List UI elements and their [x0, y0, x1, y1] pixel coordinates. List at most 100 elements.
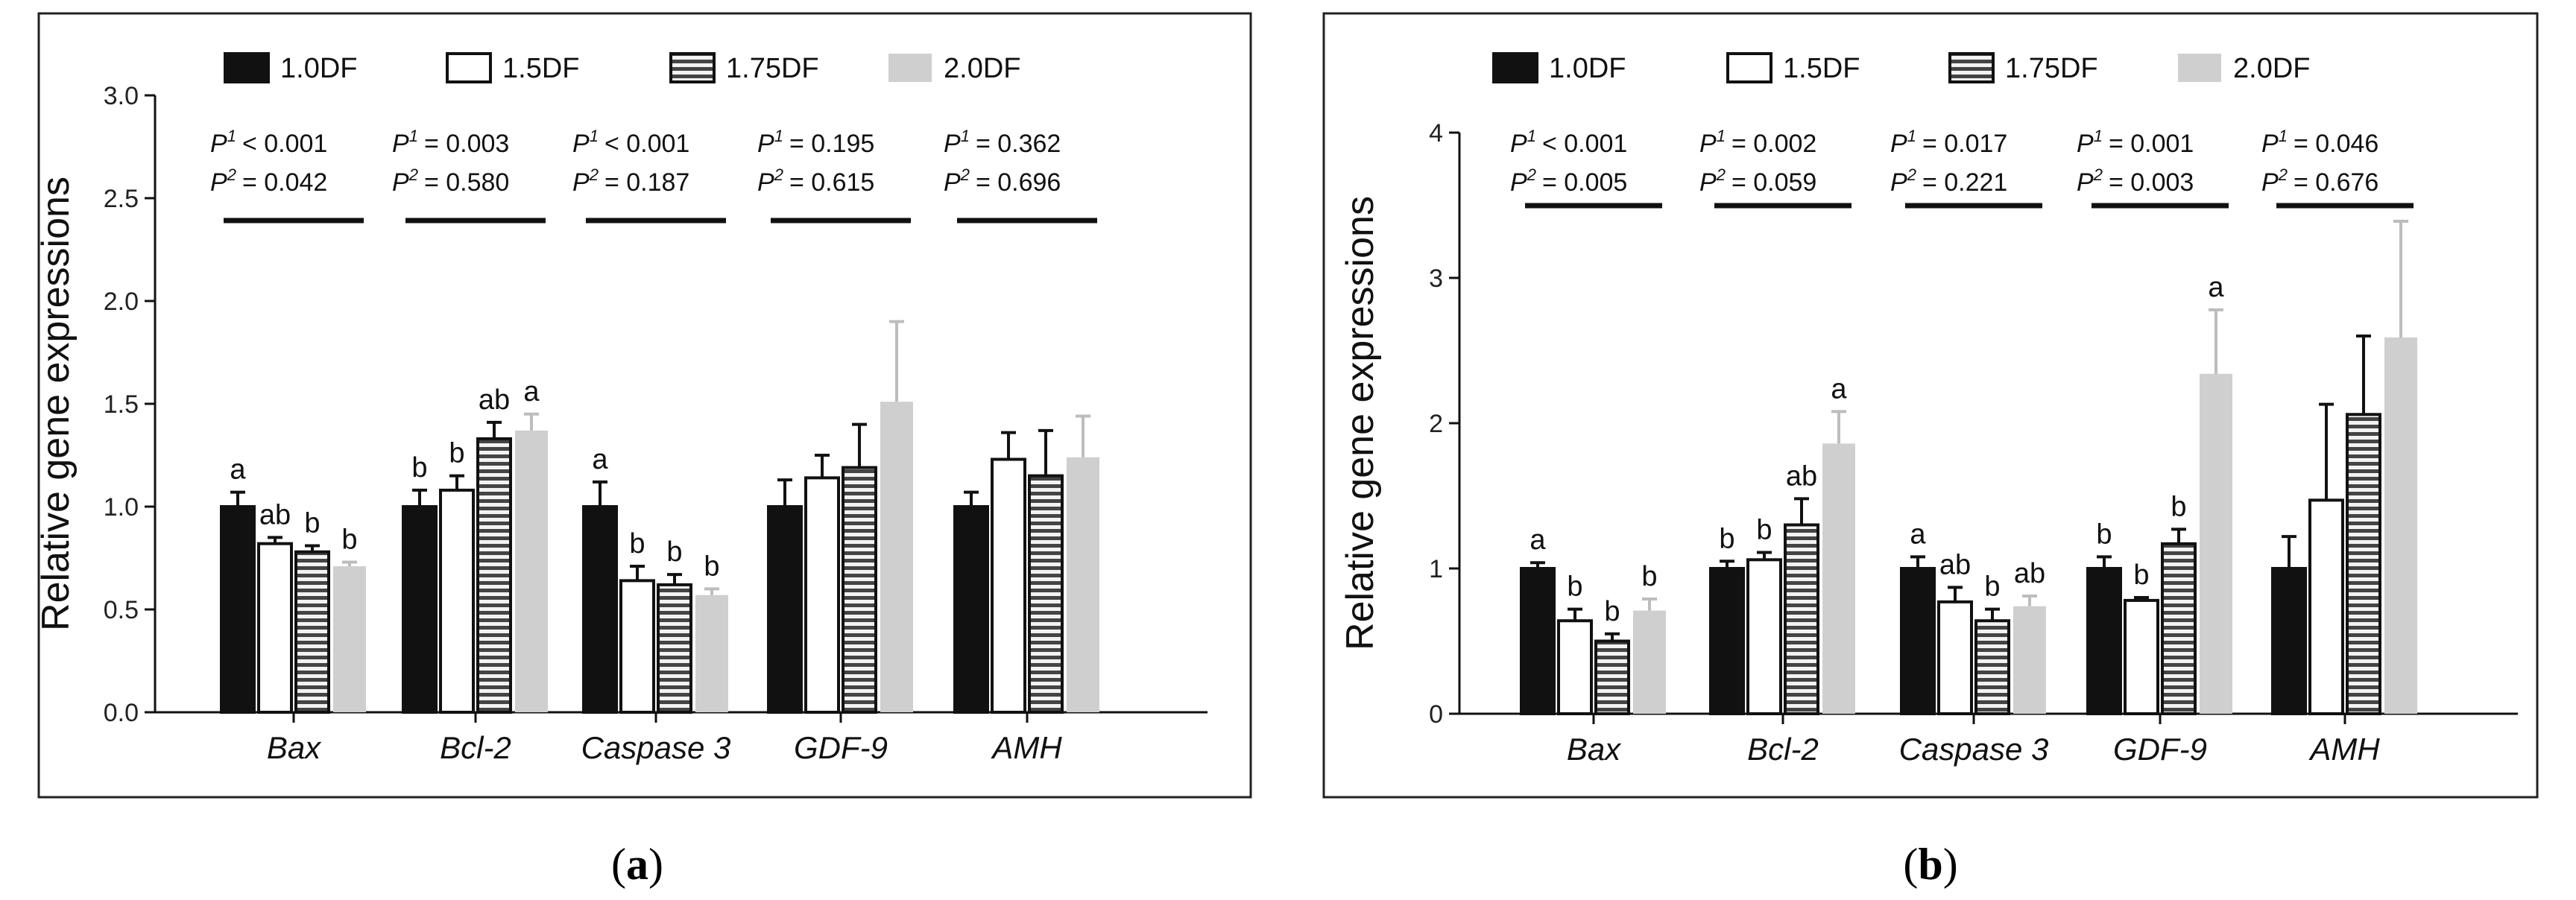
- category-label-1: Bcl-2: [440, 730, 511, 765]
- bar-1.75DF-Bax: [1594, 639, 1630, 715]
- y-tick-label: 1: [1429, 555, 1443, 583]
- bar-1.5DF-GDF-9: [804, 476, 840, 714]
- p1-value: = 0.195: [789, 130, 874, 158]
- bar-1.0DF-AMH: [2271, 567, 2307, 715]
- legend-swatch-1: [446, 52, 492, 83]
- p2-symbol: P: [2077, 168, 2094, 197]
- significance-letter: b: [1719, 523, 1734, 554]
- p1-superscript: 1: [227, 127, 236, 145]
- significance-letter: ab: [1786, 460, 1817, 492]
- bar-1.0DF-Caspase 3: [1900, 567, 1936, 715]
- bar-1.75DF-Bcl-2: [476, 437, 512, 714]
- significance-letter: a: [2208, 272, 2224, 303]
- panel-caption: (a): [611, 840, 663, 889]
- bar-1.5DF-Bcl-2: [439, 488, 475, 714]
- p2-annotation-1: P2 = 0.580: [392, 165, 509, 197]
- significance-letter: a: [230, 454, 246, 486]
- bar-2.0DF-GDF-9: [2200, 373, 2232, 714]
- p1-annotation-4: P1 = 0.362: [944, 127, 1061, 158]
- bar-1.5DF-Caspase 3: [1937, 600, 1973, 715]
- p1-annotation-4: P1 = 0.046: [2261, 127, 2378, 158]
- category-label-2: Caspase 3: [1899, 732, 2049, 767]
- significance-letter: b: [2171, 491, 2186, 522]
- p2-value: = 0.676: [2294, 168, 2378, 197]
- significance-letter: ab: [479, 384, 510, 416]
- p2-annotation-2: P2 = 0.221: [1890, 165, 2007, 197]
- legend-swatch-2: [1948, 52, 1995, 83]
- significance-letter: a: [1831, 373, 1847, 405]
- y-axis-label: Relative gene expressions: [34, 177, 78, 631]
- p2-symbol: P: [1890, 168, 1907, 197]
- p2-annotation-3: P2 = 0.003: [2077, 165, 2194, 197]
- legend-label-1: 1.5DF: [502, 53, 579, 84]
- p1-symbol: P: [2077, 130, 2094, 158]
- bar-2.0DF-Bax: [333, 566, 366, 712]
- p1-value: = 0.002: [1731, 130, 1816, 158]
- caption-letter: b: [1918, 840, 1942, 889]
- category-label-3: GDF-9: [2113, 732, 2207, 767]
- bar-1.0DF-GDF-9: [2086, 567, 2122, 715]
- panel-frame: [37, 12, 1252, 799]
- category-label-1: Bcl-2: [1747, 732, 1819, 767]
- y-tick-label: 2.5: [104, 185, 139, 213]
- p1-superscript: 1: [409, 127, 418, 145]
- significance-letter: a: [523, 376, 540, 408]
- p1-value: = 0.003: [424, 130, 509, 158]
- y-tick-label: 3.0: [104, 82, 139, 110]
- bar-2.0DF-Bcl-2: [515, 430, 548, 712]
- bar-1.75DF-AMH: [2346, 413, 2381, 715]
- p2-value: = 0.580: [424, 168, 509, 197]
- p2-superscript: 2: [774, 165, 783, 184]
- p1-annotation-3: P1 = 0.195: [757, 127, 874, 158]
- p2-value: = 0.615: [789, 168, 874, 197]
- p2-value: = 0.005: [1542, 168, 1627, 197]
- p1-value: < 0.001: [1542, 130, 1627, 158]
- legend-swatch-0: [1492, 52, 1538, 83]
- y-tick-label: 2: [1429, 410, 1443, 438]
- bar-1.5DF-Caspase 3: [619, 579, 655, 714]
- category-label-4: AMH: [990, 730, 1062, 765]
- p2-annotation-4: P2 = 0.696: [944, 165, 1061, 197]
- panel-frame: [1322, 12, 2539, 799]
- legend-label-1: 1.5DF: [1783, 53, 1860, 84]
- p1-annotation-1: P1 = 0.003: [392, 127, 509, 158]
- caption-close-paren: ): [1943, 840, 1958, 889]
- p2-superscript: 2: [589, 165, 599, 184]
- p2-superscript: 2: [227, 165, 236, 184]
- p1-symbol: P: [757, 130, 774, 158]
- p1-superscript: 1: [2279, 127, 2288, 145]
- bar-2.0DF-GDF-9: [880, 402, 913, 712]
- significance-letter: b: [2133, 560, 2149, 591]
- bar-1.5DF-Bax: [257, 542, 293, 714]
- bar-2.0DF-AMH: [2384, 337, 2417, 714]
- significance-letter: b: [1984, 571, 2000, 603]
- y-tick-label: 0.0: [104, 699, 139, 727]
- p2-symbol: P: [2261, 168, 2279, 197]
- legend-swatch-1: [1726, 52, 1772, 83]
- p2-annotation-2: P2 = 0.187: [572, 165, 689, 197]
- p2-value: = 0.042: [242, 168, 327, 197]
- significance-letter: ab: [2014, 558, 2045, 589]
- category-label-0: Bax: [1567, 732, 1622, 767]
- p2-annotation-0: P2 = 0.042: [210, 165, 327, 197]
- p2-symbol: P: [757, 168, 774, 197]
- significance-letter: a: [592, 444, 608, 475]
- p2-value: = 0.187: [604, 168, 689, 197]
- p2-superscript: 2: [1527, 165, 1536, 184]
- significance-letter: b: [666, 536, 682, 568]
- p2-annotation-4: P2 = 0.676: [2261, 165, 2378, 197]
- p1-value: < 0.001: [604, 130, 689, 158]
- panel-caption: (b): [1903, 840, 1957, 889]
- category-label-4: AMH: [2308, 732, 2380, 767]
- p2-symbol: P: [944, 168, 961, 197]
- legend-label-0: 1.0DF: [1549, 53, 1626, 84]
- bar-1.0DF-Bcl-2: [1709, 567, 1745, 715]
- p1-symbol: P: [1890, 130, 1907, 158]
- p2-superscript: 2: [408, 165, 418, 184]
- significance-letter: ab: [259, 499, 291, 530]
- significance-letter: b: [629, 528, 645, 560]
- bar-1.75DF-AMH: [1028, 474, 1064, 714]
- bar-1.75DF-Bcl-2: [1784, 523, 1819, 715]
- caption-letter: a: [626, 840, 648, 889]
